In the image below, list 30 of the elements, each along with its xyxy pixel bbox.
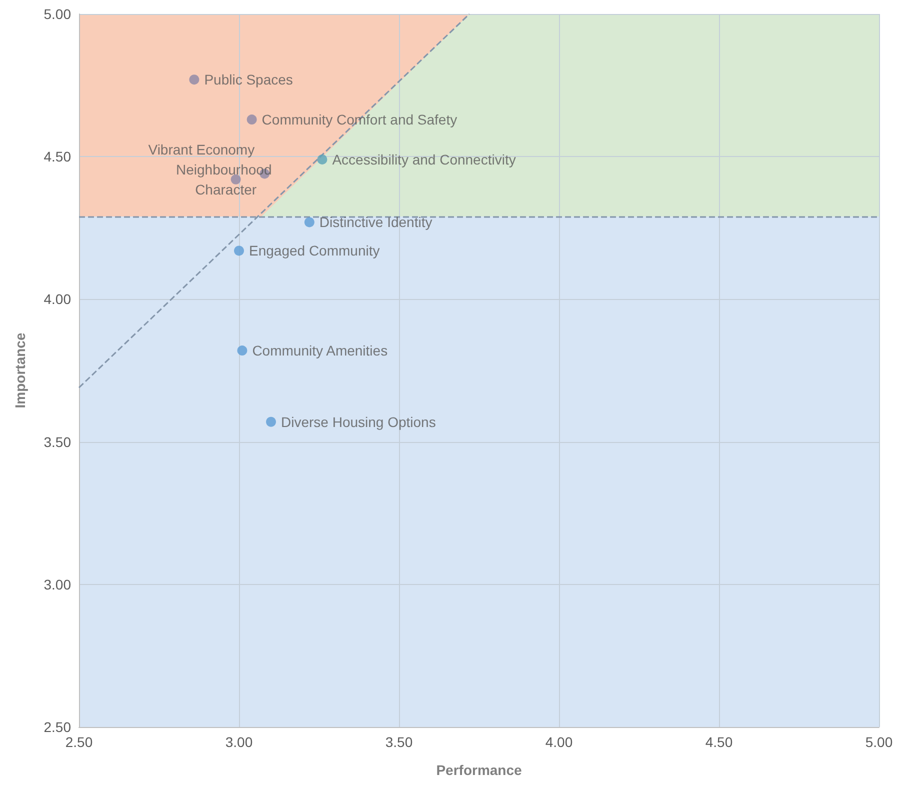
annotation: Community Amenities — [252, 342, 388, 359]
annotation: Diverse Housing Options — [281, 414, 436, 430]
point — [304, 217, 314, 228]
y-tick-label: 4.00 — [44, 291, 72, 308]
annotation: Public Spaces — [204, 72, 293, 88]
y-axis-title: Importance — [12, 332, 28, 408]
y-tick-label: 2.50 — [44, 719, 72, 735]
point — [189, 74, 200, 85]
annotation: Engaged Community — [249, 242, 380, 259]
annotation: Community Comfort and Safety — [262, 112, 458, 128]
y-tick-label: 5.00 — [44, 6, 72, 22]
x-tick-label: 2.50 — [65, 734, 93, 750]
point — [317, 154, 328, 164]
annotation: Distinctive Identity — [319, 214, 432, 230]
annotation: Vibrant Economy — [148, 142, 255, 158]
x-axis-title: Performance — [436, 762, 522, 778]
point — [234, 246, 244, 256]
point — [266, 416, 276, 427]
x-tick-label: 3.50 — [385, 734, 413, 750]
annotation: Accessibility and Connectivity — [332, 151, 516, 168]
x-tick-label: 4.00 — [545, 734, 573, 750]
x-tick-label: 5.00 — [865, 734, 893, 750]
point — [246, 114, 257, 125]
y-tick-label: 3.00 — [44, 576, 72, 592]
y-tick-label: 3.50 — [44, 434, 72, 450]
point — [237, 346, 248, 356]
y-tick-label: 4.50 — [44, 148, 72, 165]
annotation: Neighbourhood Character — [176, 161, 276, 198]
x-tick-label: 4.50 — [705, 734, 733, 750]
x-tick-label: 3.00 — [225, 734, 253, 750]
